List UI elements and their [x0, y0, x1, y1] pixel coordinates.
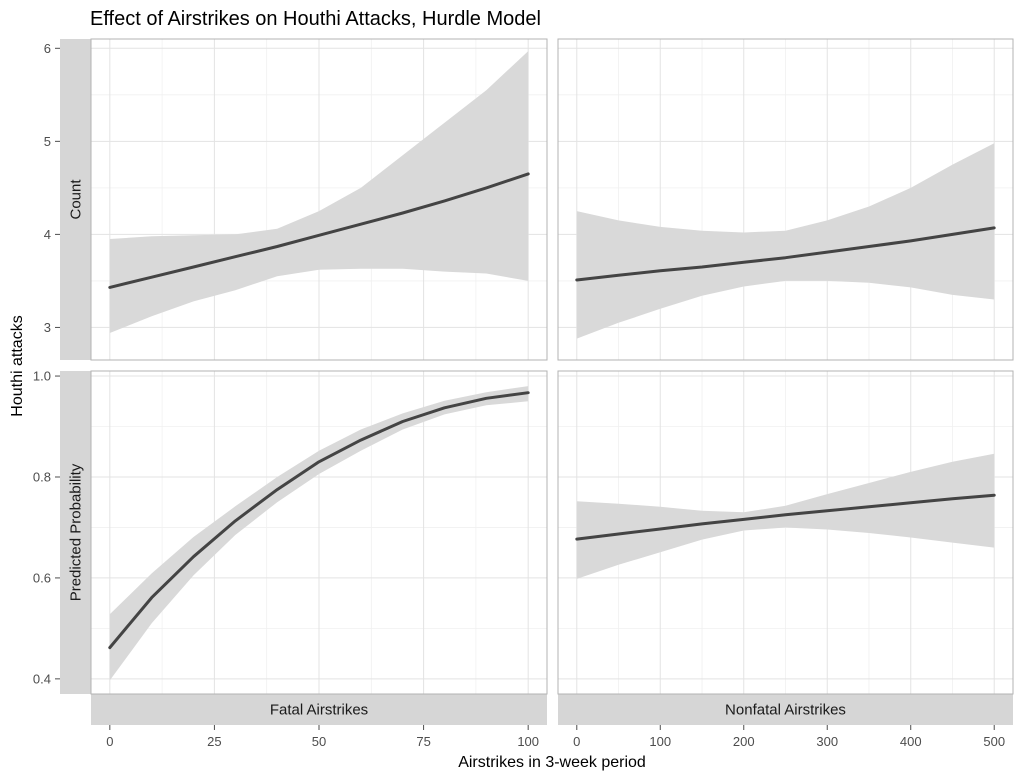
x-tick-label: 50: [312, 734, 326, 749]
y-tick-label: 0.4: [33, 671, 51, 686]
fitted-line: [108, 172, 530, 289]
facet-panels: Count Predicted Probability Fatal Airstrik…: [33, 38, 1014, 749]
y-tick-label: 3: [44, 320, 51, 335]
x-tick-label: 500: [983, 734, 1005, 749]
col-strip-0: [91, 694, 547, 725]
y-tick-label: 0.6: [33, 570, 51, 585]
chart-title: Effect of Airstrikes on Houthi Attacks, …: [90, 8, 541, 30]
panel-3: 0 100 200 300 400 500: [557, 370, 1014, 749]
fitted-line: [575, 493, 996, 541]
row-strip-0: [60, 39, 91, 360]
panel-border: [557, 370, 1014, 695]
x-tick-label: 75: [416, 734, 430, 749]
y-axis-title: Houthi attacks: [9, 315, 26, 416]
x-tick-label: 25: [207, 734, 221, 749]
row-strip-label-0: Count: [68, 179, 85, 220]
col-strip-1: [558, 694, 1013, 725]
col-strip-label-0: Fatal Airstrikes: [270, 702, 368, 719]
panel-0: 3 4 5 6: [44, 38, 548, 361]
panel-border: [557, 38, 1014, 361]
fitted-line: [108, 391, 530, 650]
confidence-ribbon: [576, 453, 995, 579]
y-tick-label: 0.8: [33, 469, 51, 484]
x-tick-label: 0: [573, 734, 580, 749]
panel-1: [557, 38, 1014, 361]
row-strip-label-1: Predicted Probability: [68, 463, 85, 601]
x-axis-title: Airstrikes in 3-week period: [458, 754, 646, 771]
x-tick-label: 0: [106, 734, 113, 749]
x-tick-label: 100: [649, 734, 671, 749]
col-strip-label-1: Nonfatal Airstrikes: [725, 702, 846, 719]
x-tick-label: 300: [816, 734, 838, 749]
panel-2: 0.4 0.6 0.8 1.0 0 25 50 75 100: [33, 369, 548, 749]
y-tick-label: 1.0: [33, 369, 51, 384]
y-tick-label: 4: [44, 227, 51, 242]
x-tick-label: 400: [900, 734, 922, 749]
panel-border: [90, 38, 548, 361]
fitted-line: [575, 226, 996, 282]
confidence-ribbon: [576, 143, 995, 339]
x-tick-label: 100: [517, 734, 539, 749]
y-tick-label: 6: [44, 41, 51, 56]
row-strip-1: [60, 371, 91, 694]
panel-border: [90, 370, 548, 695]
x-tick-label: 200: [733, 734, 755, 749]
y-tick-label: 5: [44, 134, 51, 149]
